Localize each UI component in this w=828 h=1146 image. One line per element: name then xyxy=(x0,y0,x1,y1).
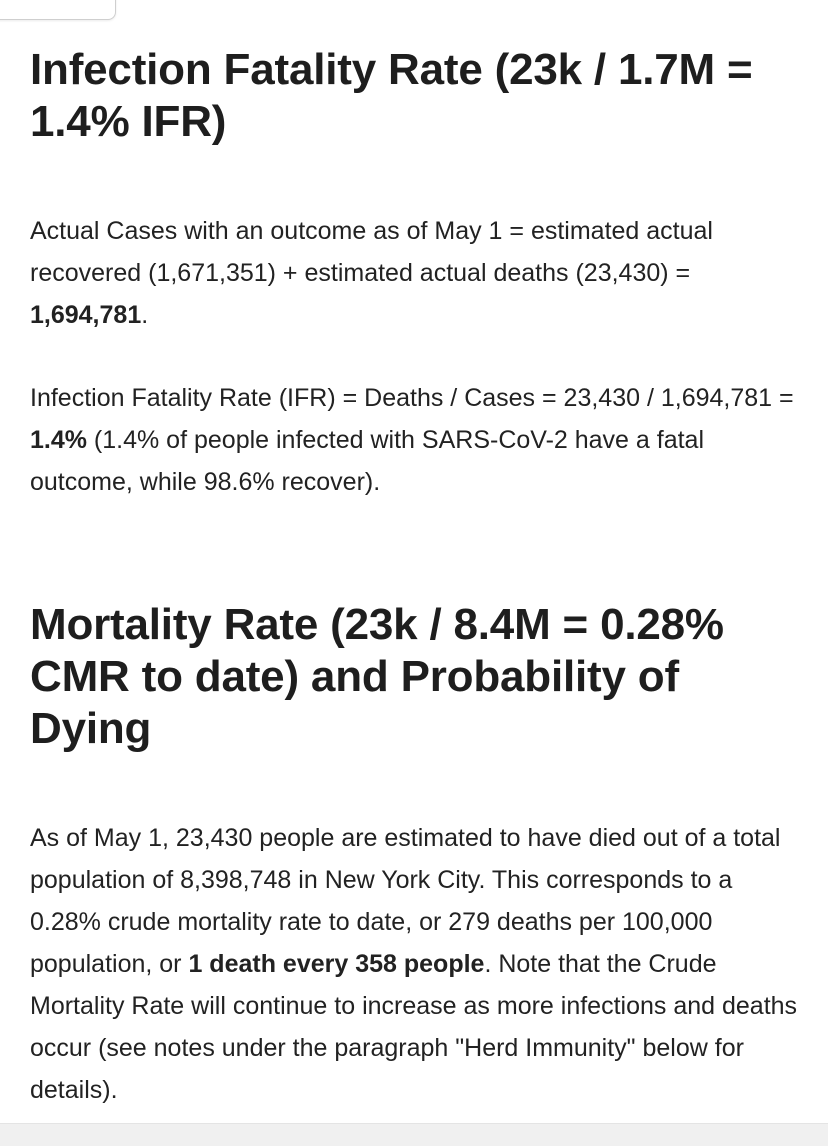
ifr-paragraph: Infection Fatality Rate (IFR) = Deaths /… xyxy=(30,377,805,503)
cmr-end: . Note that the Crude Mortality Rate wil… xyxy=(30,950,798,1104)
cmr-paragraph: As of May 1, 23,430 people are estimated… xyxy=(30,817,805,1111)
ifr-value: 1.4% xyxy=(30,426,87,454)
ifr-text: Infection Fatality Rate (IFR) = Deaths /… xyxy=(30,384,794,412)
actual-cases-paragraph: Actual Cases with an outcome as of May 1… xyxy=(30,210,805,336)
article-content: Infection Fatality Rate (23k / 1.7M = 1.… xyxy=(30,44,805,1111)
actual-cases-end: . xyxy=(141,301,149,329)
ifr-end: (1.4% of people infected with SARS-CoV-2… xyxy=(30,426,705,496)
ifr-heading: Infection Fatality Rate (23k / 1.7M = 1.… xyxy=(30,45,753,146)
cmr-probability: 1 death every 358 people xyxy=(188,950,485,978)
actual-cases-text: Actual Cases with an outcome as of May 1… xyxy=(30,217,713,287)
cmr-heading: Mortality Rate (23k / 8.4M = 0.28% CMR t… xyxy=(30,600,724,753)
bottom-bar xyxy=(0,1123,828,1146)
top-tab-button[interactable] xyxy=(0,0,116,20)
actual-cases-total: 1,694,781 xyxy=(30,301,142,329)
cmr-text: As of May 1, 23,430 people are estimated… xyxy=(30,824,781,978)
